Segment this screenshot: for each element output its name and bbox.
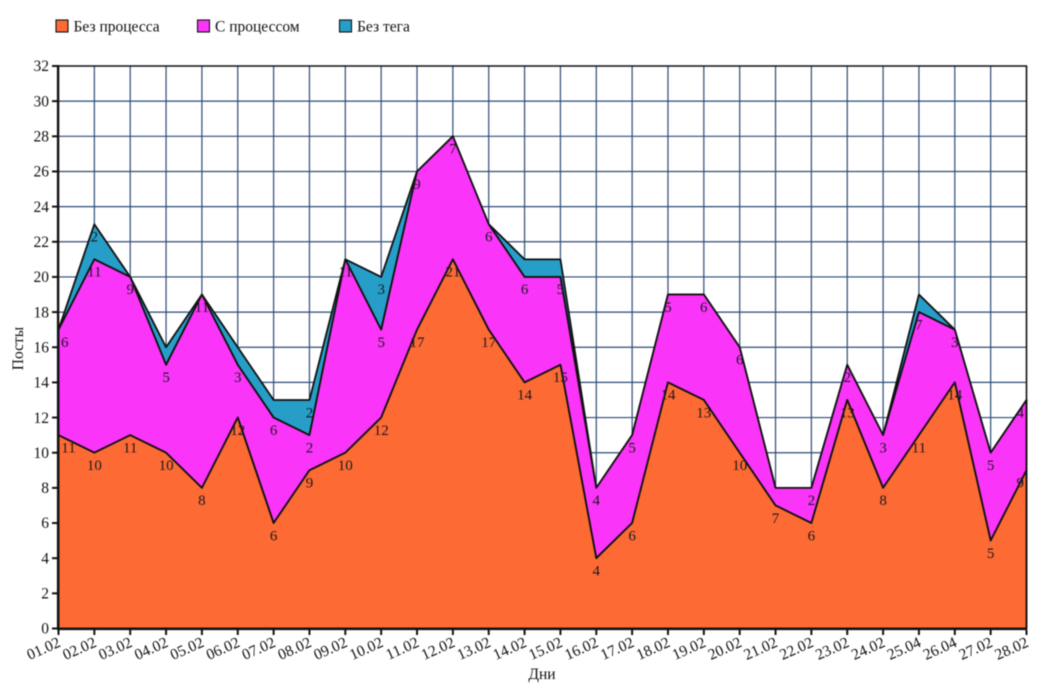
svg-text:7: 7 (915, 317, 923, 333)
svg-text:2: 2 (306, 405, 314, 421)
svg-text:11: 11 (87, 265, 101, 281)
svg-text:3: 3 (377, 282, 385, 298)
svg-text:6: 6 (808, 528, 816, 544)
svg-text:6: 6 (485, 230, 493, 246)
svg-text:17: 17 (410, 335, 426, 351)
svg-text:32: 32 (34, 58, 50, 75)
svg-text:22: 22 (34, 234, 50, 251)
svg-text:2: 2 (91, 230, 99, 246)
svg-text:17: 17 (481, 335, 497, 351)
svg-text:2: 2 (306, 440, 314, 456)
svg-text:3: 3 (879, 440, 887, 456)
svg-text:4: 4 (41, 550, 49, 567)
svg-text:24: 24 (34, 199, 50, 216)
svg-text:21: 21 (445, 265, 460, 281)
svg-text:6: 6 (628, 528, 636, 544)
svg-text:26: 26 (34, 164, 50, 181)
svg-text:9: 9 (1016, 476, 1024, 492)
svg-text:8: 8 (41, 480, 49, 497)
svg-text:5: 5 (628, 440, 636, 456)
svg-text:18: 18 (34, 304, 50, 321)
svg-text:28: 28 (34, 129, 50, 146)
svg-text:6: 6 (61, 335, 69, 351)
svg-text:4: 4 (593, 564, 601, 580)
svg-text:10: 10 (87, 458, 102, 474)
svg-text:20: 20 (34, 269, 50, 286)
svg-text:2: 2 (808, 493, 816, 509)
svg-text:8: 8 (198, 493, 206, 509)
svg-text:Дни: Дни (528, 666, 555, 683)
svg-text:0: 0 (41, 621, 49, 638)
svg-text:30: 30 (34, 93, 50, 110)
svg-text:11: 11 (338, 265, 352, 281)
svg-text:5: 5 (557, 282, 565, 298)
svg-text:6: 6 (41, 515, 49, 532)
svg-text:9: 9 (306, 476, 314, 492)
svg-text:3: 3 (234, 370, 242, 386)
svg-text:7: 7 (449, 142, 457, 158)
svg-text:10: 10 (159, 458, 174, 474)
svg-text:14: 14 (661, 388, 677, 404)
svg-text:Без процесса: Без процесса (74, 19, 160, 36)
svg-text:5: 5 (162, 370, 170, 386)
svg-text:16: 16 (34, 339, 50, 356)
svg-text:10: 10 (34, 445, 50, 462)
svg-text:6: 6 (700, 300, 708, 316)
svg-text:С процессом: С процессом (215, 19, 300, 36)
svg-text:8: 8 (879, 493, 887, 509)
svg-text:6: 6 (270, 528, 278, 544)
svg-text:5: 5 (987, 458, 995, 474)
svg-text:6: 6 (736, 353, 744, 369)
svg-text:11: 11 (123, 440, 137, 456)
svg-text:12: 12 (34, 410, 50, 427)
svg-text:Посты: Посты (10, 326, 27, 370)
svg-text:3: 3 (951, 335, 959, 351)
svg-text:7: 7 (772, 511, 780, 527)
svg-text:Без тега: Без тега (357, 19, 410, 36)
svg-text:14: 14 (34, 375, 50, 392)
svg-text:6: 6 (521, 282, 529, 298)
svg-text:6: 6 (270, 423, 278, 439)
svg-text:12: 12 (230, 423, 245, 439)
svg-text:2: 2 (843, 370, 851, 386)
svg-text:4: 4 (1016, 405, 1024, 421)
svg-text:9: 9 (413, 177, 421, 193)
svg-text:10: 10 (732, 458, 747, 474)
svg-text:5: 5 (377, 335, 385, 351)
svg-text:5: 5 (987, 546, 995, 562)
svg-text:2: 2 (41, 586, 49, 603)
svg-text:12: 12 (374, 423, 389, 439)
svg-text:11: 11 (195, 300, 209, 316)
svg-text:14: 14 (517, 388, 533, 404)
svg-text:15: 15 (553, 370, 568, 386)
svg-text:11: 11 (912, 440, 926, 456)
svg-text:11: 11 (61, 440, 75, 456)
svg-text:13: 13 (840, 405, 855, 421)
svg-text:10: 10 (338, 458, 353, 474)
svg-text:13: 13 (696, 405, 711, 421)
svg-text:14: 14 (947, 388, 963, 404)
svg-text:5: 5 (664, 300, 672, 316)
svg-text:4: 4 (593, 493, 601, 509)
svg-text:9: 9 (126, 282, 134, 298)
